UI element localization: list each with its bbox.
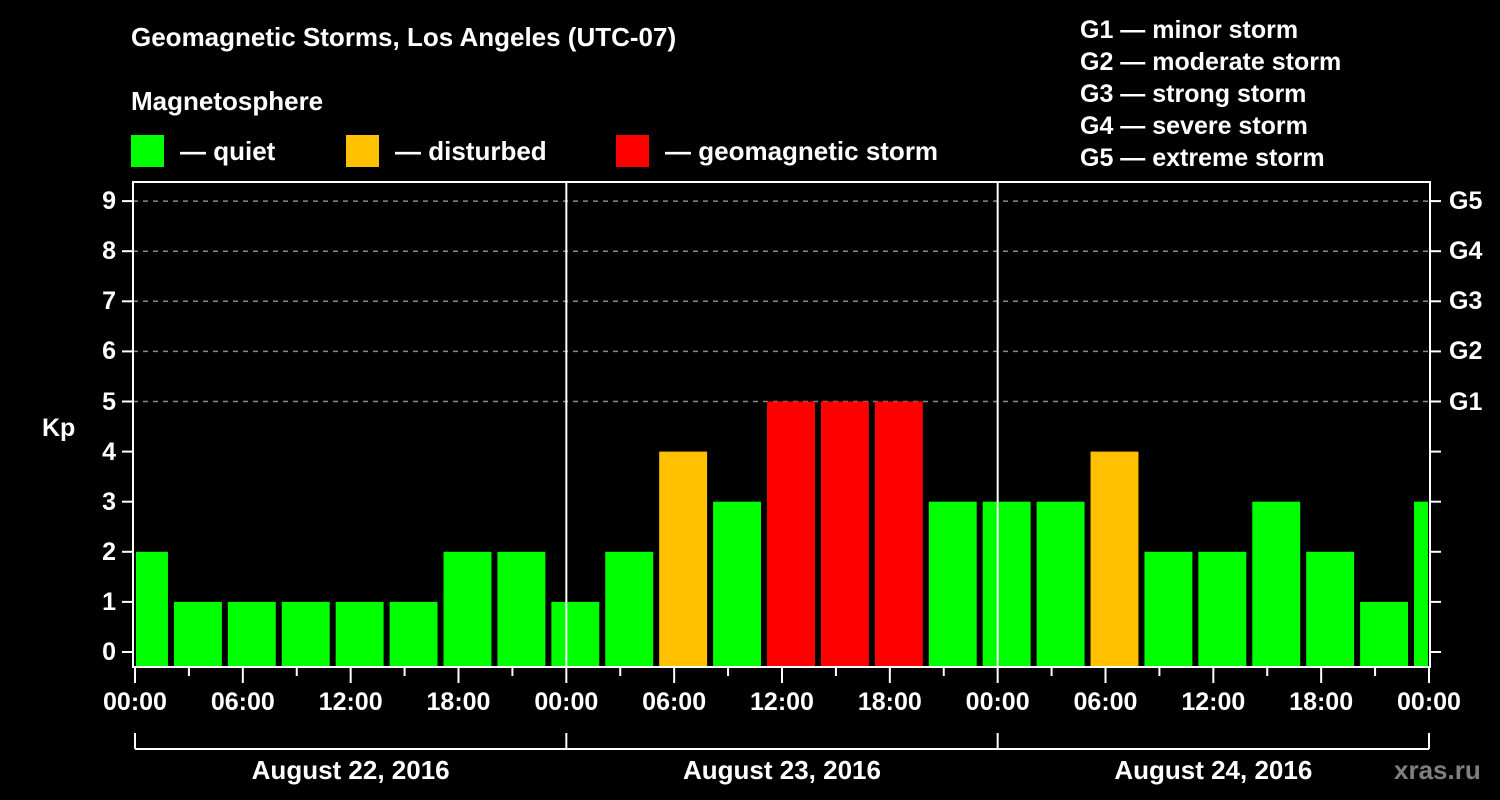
g-tick-label: G2	[1449, 337, 1483, 366]
legend-disturbed-label: — disturbed	[395, 135, 547, 166]
y-tick-label: 1	[102, 587, 116, 616]
x-tick-label: 18:00	[1289, 688, 1354, 716]
g-tick-label: G3	[1449, 287, 1483, 316]
storm-swatch-icon	[616, 135, 649, 167]
g-scale-g2: G2 — moderate storm	[1080, 48, 1342, 76]
x-tick-label: 06:00	[1073, 688, 1138, 716]
x-tick-label: 00:00	[103, 688, 167, 716]
g-scale-g4: G4 — severe storm	[1080, 112, 1308, 140]
kp-bar	[136, 551, 168, 667]
x-tick-label: 12:00	[1181, 688, 1246, 716]
kp-bar	[389, 601, 438, 667]
kp-bar	[1414, 501, 1428, 667]
kp-bar	[713, 501, 762, 667]
gridlines	[133, 200, 1430, 403]
kp-bar	[227, 601, 276, 667]
date-label: August 23, 2016	[683, 755, 881, 785]
legend-quiet-label: — quiet	[180, 135, 276, 166]
g-tick-label: G1	[1449, 387, 1483, 416]
x-tick-label: 12:00	[318, 688, 383, 716]
kp-bar	[551, 601, 600, 667]
x-tick-label: 00:00	[965, 688, 1030, 716]
y-tick-label: 9	[102, 187, 116, 216]
chart-title: Geomagnetic Storms, Los Angeles (UTC-07)	[131, 22, 677, 52]
legend-storm-label: — geomagnetic storm	[665, 135, 939, 166]
kp-bar	[874, 401, 923, 667]
y-tick-label: 4	[102, 437, 116, 466]
legend-quiet: — quiet	[131, 134, 275, 168]
kp-bar	[659, 451, 708, 667]
y-tick-label: 8	[102, 237, 116, 266]
x-tick-label: 06:00	[210, 688, 275, 716]
kp-bar	[1144, 551, 1193, 667]
kp-bar	[982, 501, 1031, 667]
kp-bar	[1090, 451, 1139, 667]
kp-bar	[1360, 601, 1409, 667]
kp-bar	[820, 401, 869, 667]
y-tick-label: 6	[102, 337, 116, 366]
x-tick-label: 00:00	[1397, 688, 1461, 716]
y-tick-label: 3	[102, 487, 116, 516]
g-tick-label: G4	[1449, 237, 1483, 266]
kp-bar	[497, 551, 546, 667]
x-tick-label: 00:00	[534, 688, 599, 716]
kp-bar	[1198, 551, 1247, 667]
x-tick-label: 18:00	[857, 688, 922, 716]
y-tick-label: 5	[102, 387, 116, 416]
g-scale-legend: G1 — minor storm G2 — moderate storm G3 …	[1080, 14, 1341, 174]
y-tick-label: 0	[102, 638, 116, 666]
chart-axes	[122, 181, 1441, 750]
g-scale-g1: G1 — minor storm	[1080, 16, 1299, 44]
kp-bar	[443, 551, 492, 667]
legend-heading: Magnetosphere	[131, 86, 324, 116]
watermark: xras.ru	[1394, 755, 1481, 785]
date-label: August 22, 2016	[251, 755, 450, 785]
kp-bar	[605, 551, 654, 667]
kp-bar	[173, 601, 222, 667]
kp-bar	[335, 601, 384, 667]
kp-bar	[1036, 501, 1085, 667]
g-scale-g3: G3 — strong storm	[1080, 80, 1307, 108]
kp-bar	[1306, 551, 1355, 667]
legend-storm: — geomagnetic storm	[616, 134, 938, 168]
disturbed-swatch-icon	[346, 135, 379, 167]
g-tick-label: G5	[1449, 187, 1483, 216]
kp-bars	[136, 401, 1428, 667]
kp-bar	[1252, 501, 1301, 667]
y-tick-label: 7	[102, 287, 116, 316]
legend-disturbed: — disturbed	[346, 134, 547, 168]
y-tick-label: 2	[102, 537, 116, 566]
kp-bar	[928, 501, 977, 667]
x-tick-label: 18:00	[426, 688, 491, 716]
kp-bar	[281, 601, 330, 667]
kp-bar	[767, 401, 815, 667]
y-axis-label: Kp	[42, 414, 76, 442]
x-tick-label: 12:00	[750, 688, 814, 716]
x-tick-label: 06:00	[642, 688, 707, 716]
g-scale-g5: G5 — extreme storm	[1080, 144, 1325, 172]
quiet-swatch-icon	[131, 135, 164, 167]
date-label: August 24, 2016	[1114, 755, 1313, 785]
